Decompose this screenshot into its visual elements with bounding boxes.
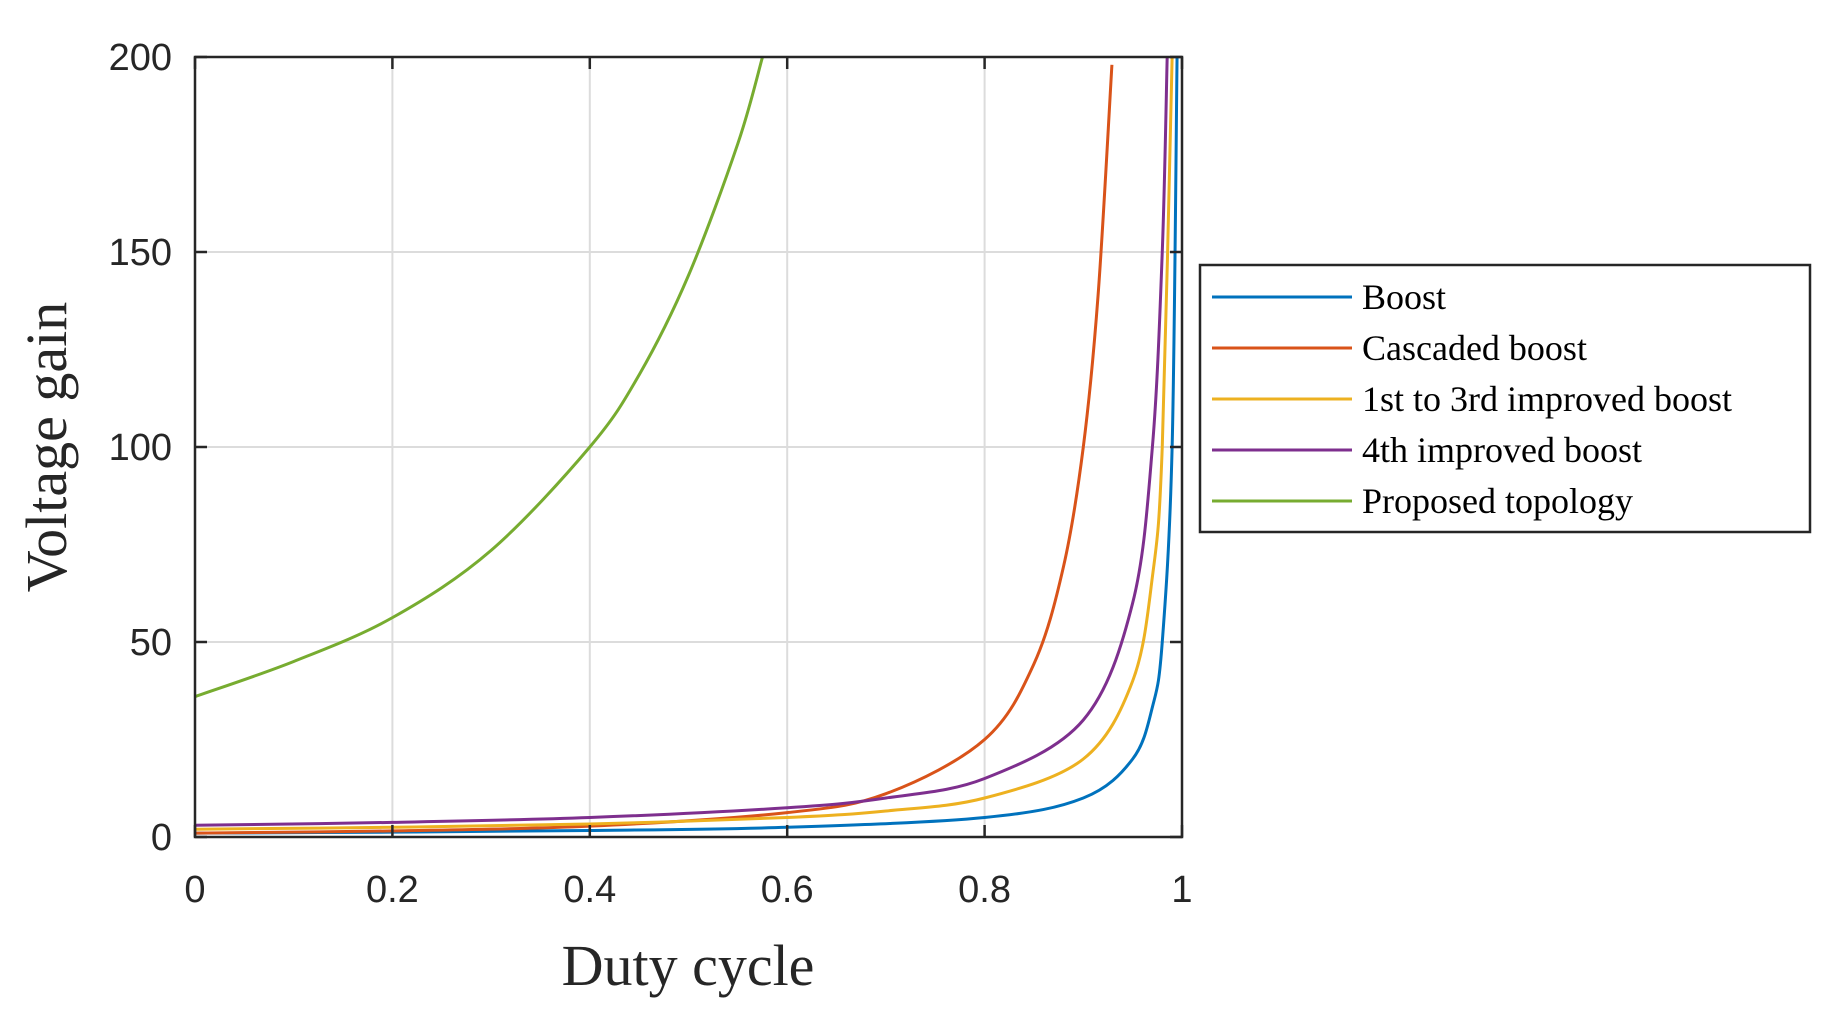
x-tick-label: 0.6 bbox=[761, 869, 814, 911]
legend-label: Proposed topology bbox=[1362, 481, 1633, 521]
x-axis-title: Duty cycle bbox=[562, 933, 815, 998]
series-layer bbox=[195, 57, 1179, 835]
grid bbox=[195, 57, 1182, 837]
x-tick-label: 0.4 bbox=[563, 869, 616, 911]
y-tick-label: 50 bbox=[130, 622, 172, 664]
y-tick-label: 200 bbox=[109, 37, 172, 79]
legend-label: Boost bbox=[1362, 277, 1446, 317]
series-line-boost bbox=[195, 57, 1179, 835]
legend: Boost Cascaded boost 1st to 3rd improved b… bbox=[1198, 263, 1812, 534]
legend-label: 4th improved boost bbox=[1362, 430, 1642, 470]
y-tick-label: 100 bbox=[109, 427, 172, 469]
x-tick-label: 0 bbox=[184, 869, 205, 911]
legend-label: Cascaded boost bbox=[1362, 328, 1587, 368]
x-tick-label: 0.2 bbox=[366, 869, 419, 911]
series-line-cascaded-boost bbox=[195, 64, 1114, 835]
ticks bbox=[193, 55, 1184, 839]
legend-label: 1st to 3rd improved boost bbox=[1362, 379, 1732, 419]
y-axis-title: Voltage gain bbox=[14, 302, 79, 592]
x-tick-labels: 0 0.2 0.4 0.6 0.8 1 bbox=[184, 869, 1192, 911]
series-line-1st-to-3rd-improved-boost bbox=[195, 57, 1174, 831]
x-tick-label: 1 bbox=[1171, 869, 1192, 911]
series-line-4th-improved-boost bbox=[195, 57, 1169, 827]
y-tick-label: 0 bbox=[151, 817, 172, 859]
x-tick-label: 0.8 bbox=[958, 869, 1011, 911]
y-tick-label: 150 bbox=[109, 232, 172, 274]
series-line-proposed-topology bbox=[195, 57, 764, 699]
y-tick-labels: 0 50 100 150 200 bbox=[109, 37, 172, 859]
